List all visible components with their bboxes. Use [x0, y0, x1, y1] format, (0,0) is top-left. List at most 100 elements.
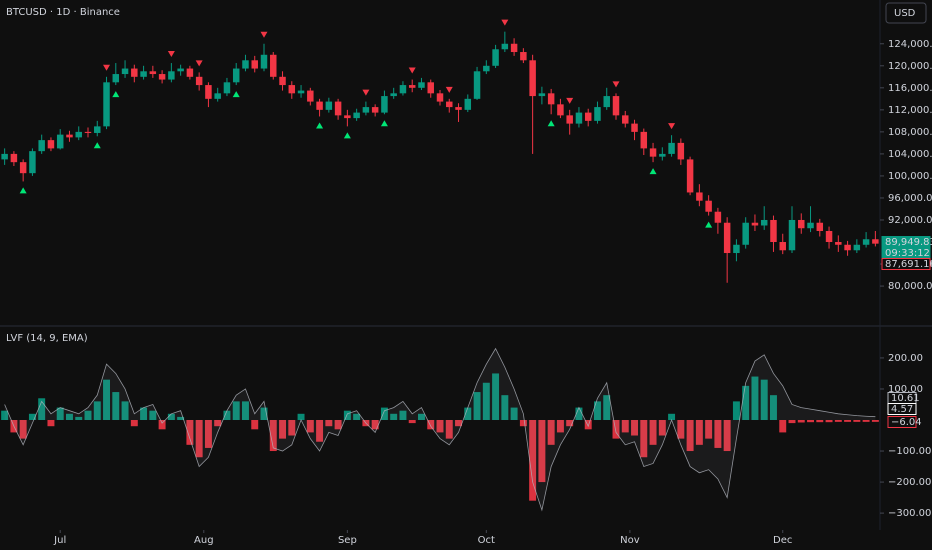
candle-body	[325, 101, 333, 110]
candle-body	[214, 93, 221, 99]
candle-body	[446, 101, 453, 108]
histogram-bar	[140, 407, 148, 420]
histogram-bar	[686, 420, 694, 452]
histogram-bar	[186, 420, 194, 445]
histogram-bar	[353, 413, 361, 420]
histogram-bar	[658, 420, 666, 436]
candle-body	[668, 142, 675, 154]
signal-down	[260, 31, 268, 38]
histogram-bar	[695, 420, 703, 445]
candle-body	[140, 71, 147, 77]
histogram-bar	[242, 401, 249, 420]
histogram-bar	[75, 416, 83, 420]
histogram-bar	[677, 420, 685, 439]
candle-body	[816, 222, 824, 231]
candle-body	[631, 123, 638, 132]
candle-body	[529, 60, 536, 97]
histogram-bar	[279, 420, 286, 439]
candle-body	[121, 68, 129, 75]
candle-body	[205, 85, 212, 99]
candle-body	[714, 211, 722, 223]
currency-button[interactable]	[885, 2, 927, 24]
histogram-bar	[575, 407, 583, 420]
histogram-bar	[723, 420, 731, 452]
histogram-bar	[594, 401, 601, 420]
candle-body	[66, 134, 73, 138]
histogram-bar	[269, 420, 277, 452]
candle-body	[538, 93, 546, 97]
y-tick-label: 112,000.00	[888, 105, 932, 116]
candle-body	[779, 242, 786, 251]
candle-body	[19, 162, 27, 174]
candle-body	[455, 107, 462, 110]
value-label-box	[887, 403, 917, 415]
candle-body	[844, 244, 851, 251]
signal-up	[316, 122, 324, 129]
candle-body	[371, 107, 379, 113]
x-tick-label: Nov	[620, 535, 640, 546]
y-tick-label: 200.00	[888, 353, 923, 364]
candle-body	[288, 85, 296, 94]
signal-up	[343, 132, 351, 139]
candle-body	[649, 148, 657, 157]
histogram-bar	[177, 416, 185, 420]
candle-body	[705, 200, 712, 212]
histogram-bar	[705, 420, 713, 439]
y-tick-label: 116,000.00	[888, 83, 932, 94]
candle-body	[788, 219, 796, 251]
histogram-bar	[93, 401, 101, 420]
histogram-bar	[84, 410, 92, 420]
x-tick-label: Oct	[478, 535, 495, 546]
histogram-bar	[714, 420, 722, 448]
histogram-bar	[251, 420, 259, 430]
candle-body	[131, 68, 138, 77]
y-tick-label: 124,000.00	[888, 39, 932, 50]
candle-body	[557, 104, 564, 116]
histogram-bar	[603, 395, 611, 420]
candle-body	[686, 159, 694, 193]
candle-body	[520, 52, 527, 61]
histogram-bar	[390, 413, 398, 420]
candle-body	[622, 115, 629, 124]
signal-down	[445, 86, 453, 93]
price-label: 89,949.83	[885, 237, 932, 248]
candle-body	[168, 71, 175, 80]
value-label-box	[887, 416, 917, 428]
histogram-bar	[825, 420, 833, 423]
candle-body	[723, 222, 731, 254]
candle-body	[334, 101, 342, 116]
value-label: 4.57	[891, 404, 913, 415]
candle-body	[260, 54, 268, 69]
candle-body	[307, 90, 314, 102]
indicator-line	[4, 347, 876, 512]
signal-up	[19, 187, 27, 194]
candle-body	[270, 54, 277, 77]
histogram-bar	[501, 395, 509, 420]
indicator-area	[4, 348, 876, 510]
signal-up	[112, 91, 120, 98]
chart-title: BTCUSD · 1D · Binance	[6, 7, 120, 18]
candle-body	[566, 115, 573, 124]
currency-label[interactable]: USD	[894, 8, 916, 19]
y-tick-label: −300.00	[888, 508, 931, 519]
histogram-bar	[214, 420, 222, 427]
histogram-bar	[158, 420, 166, 430]
y-tick-label: 96,000.00	[888, 193, 932, 204]
candle-body	[603, 96, 610, 108]
histogram-bar	[631, 420, 638, 436]
candle-body	[751, 222, 759, 226]
candle-body	[223, 82, 231, 94]
histogram-bar	[547, 420, 555, 445]
price-label-box	[881, 258, 931, 270]
candle-body	[547, 93, 555, 105]
histogram-bar	[473, 392, 481, 420]
histogram-bar	[640, 420, 648, 458]
candle-body	[279, 76, 286, 86]
histogram-bar	[149, 410, 157, 420]
y-tick-label: −200.00	[888, 477, 931, 488]
candle-body	[510, 43, 518, 53]
candle-body	[75, 131, 82, 138]
y-tick-label: 92,000.00	[888, 215, 932, 226]
candle-body	[575, 112, 583, 124]
candle-body	[1, 153, 8, 160]
